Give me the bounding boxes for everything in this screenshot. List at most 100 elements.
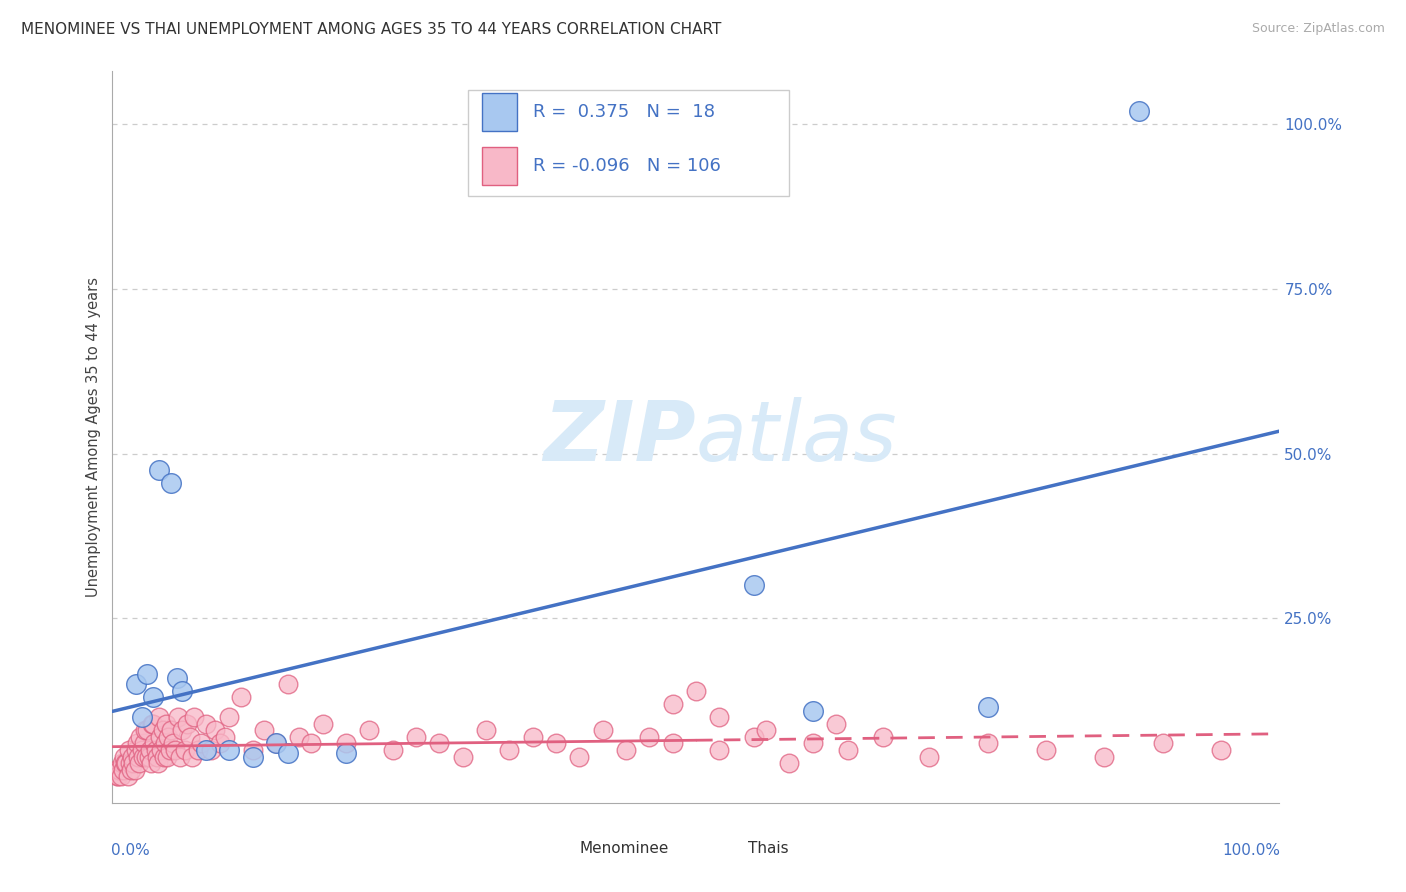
- Point: [872, 730, 894, 744]
- Point: [568, 749, 591, 764]
- Text: Thais: Thais: [748, 840, 789, 855]
- Point: [381, 743, 404, 757]
- Text: Menominee: Menominee: [579, 840, 669, 855]
- Text: 100.0%: 100.0%: [1223, 843, 1281, 858]
- Point: [179, 730, 201, 744]
- Text: R =  0.375   N =  18: R = 0.375 N = 18: [533, 103, 714, 120]
- Point: [190, 737, 212, 751]
- Point: [359, 723, 381, 738]
- Point: [141, 716, 163, 731]
- Point: [288, 730, 311, 744]
- Point: [475, 723, 498, 738]
- Point: [155, 716, 177, 731]
- Text: ZIP: ZIP: [543, 397, 696, 477]
- Point: [253, 723, 276, 738]
- Point: [160, 476, 183, 491]
- Point: [125, 737, 148, 751]
- Point: [125, 743, 148, 757]
- Point: [661, 737, 683, 751]
- Point: [107, 769, 129, 783]
- Point: [204, 723, 226, 738]
- Point: [498, 743, 520, 757]
- Point: [218, 743, 240, 757]
- Point: [122, 756, 145, 771]
- Point: [592, 723, 614, 738]
- Point: [165, 743, 187, 757]
- Point: [118, 756, 141, 771]
- Text: 0.0%: 0.0%: [111, 843, 150, 858]
- Point: [146, 756, 169, 771]
- Point: [148, 463, 170, 477]
- Point: [1152, 737, 1174, 751]
- Point: [214, 730, 236, 744]
- Point: [172, 723, 194, 738]
- Point: [172, 683, 194, 698]
- Point: [229, 690, 252, 705]
- Point: [118, 743, 141, 757]
- Point: [114, 756, 136, 771]
- Point: [194, 716, 217, 731]
- Point: [132, 749, 155, 764]
- Point: [136, 723, 159, 738]
- Point: [142, 690, 165, 705]
- Point: [120, 763, 142, 777]
- Point: [661, 697, 683, 711]
- Point: [218, 710, 240, 724]
- Y-axis label: Unemployment Among Ages 35 to 44 years: Unemployment Among Ages 35 to 44 years: [86, 277, 101, 597]
- Point: [115, 756, 138, 771]
- Point: [173, 743, 195, 757]
- Point: [146, 749, 169, 764]
- Point: [149, 730, 172, 744]
- Point: [801, 704, 824, 718]
- Point: [335, 747, 357, 761]
- Point: [104, 763, 127, 777]
- FancyBboxPatch shape: [707, 833, 737, 863]
- Point: [299, 737, 322, 751]
- Point: [264, 737, 287, 751]
- Point: [187, 743, 209, 757]
- Text: Source: ZipAtlas.com: Source: ZipAtlas.com: [1251, 22, 1385, 36]
- Point: [638, 730, 661, 744]
- Point: [139, 756, 162, 771]
- Point: [135, 749, 157, 764]
- Point: [544, 737, 567, 751]
- Point: [117, 769, 139, 783]
- Point: [311, 716, 333, 731]
- Point: [335, 737, 357, 751]
- Point: [148, 710, 170, 724]
- FancyBboxPatch shape: [482, 93, 517, 130]
- Point: [152, 723, 174, 738]
- Point: [127, 749, 149, 764]
- Point: [145, 743, 167, 757]
- Point: [801, 737, 824, 751]
- Point: [159, 743, 181, 757]
- Point: [111, 756, 134, 771]
- Point: [136, 667, 159, 681]
- Point: [153, 737, 176, 751]
- Point: [166, 671, 188, 685]
- FancyBboxPatch shape: [538, 833, 568, 863]
- Point: [1035, 743, 1057, 757]
- Point: [825, 716, 848, 731]
- Point: [169, 749, 191, 764]
- Point: [276, 747, 298, 761]
- Point: [108, 763, 131, 777]
- Text: R = -0.096   N = 106: R = -0.096 N = 106: [533, 158, 720, 176]
- Point: [131, 743, 153, 757]
- Point: [709, 743, 731, 757]
- Point: [112, 749, 135, 764]
- Point: [162, 737, 184, 751]
- Point: [129, 730, 152, 744]
- Point: [1128, 103, 1150, 118]
- Point: [111, 763, 134, 777]
- Point: [142, 716, 165, 731]
- FancyBboxPatch shape: [468, 90, 789, 195]
- Point: [709, 710, 731, 724]
- Point: [132, 737, 155, 751]
- Point: [124, 763, 146, 777]
- Point: [131, 710, 153, 724]
- Point: [242, 749, 264, 764]
- Point: [180, 749, 202, 764]
- Point: [744, 578, 766, 592]
- Point: [138, 749, 160, 764]
